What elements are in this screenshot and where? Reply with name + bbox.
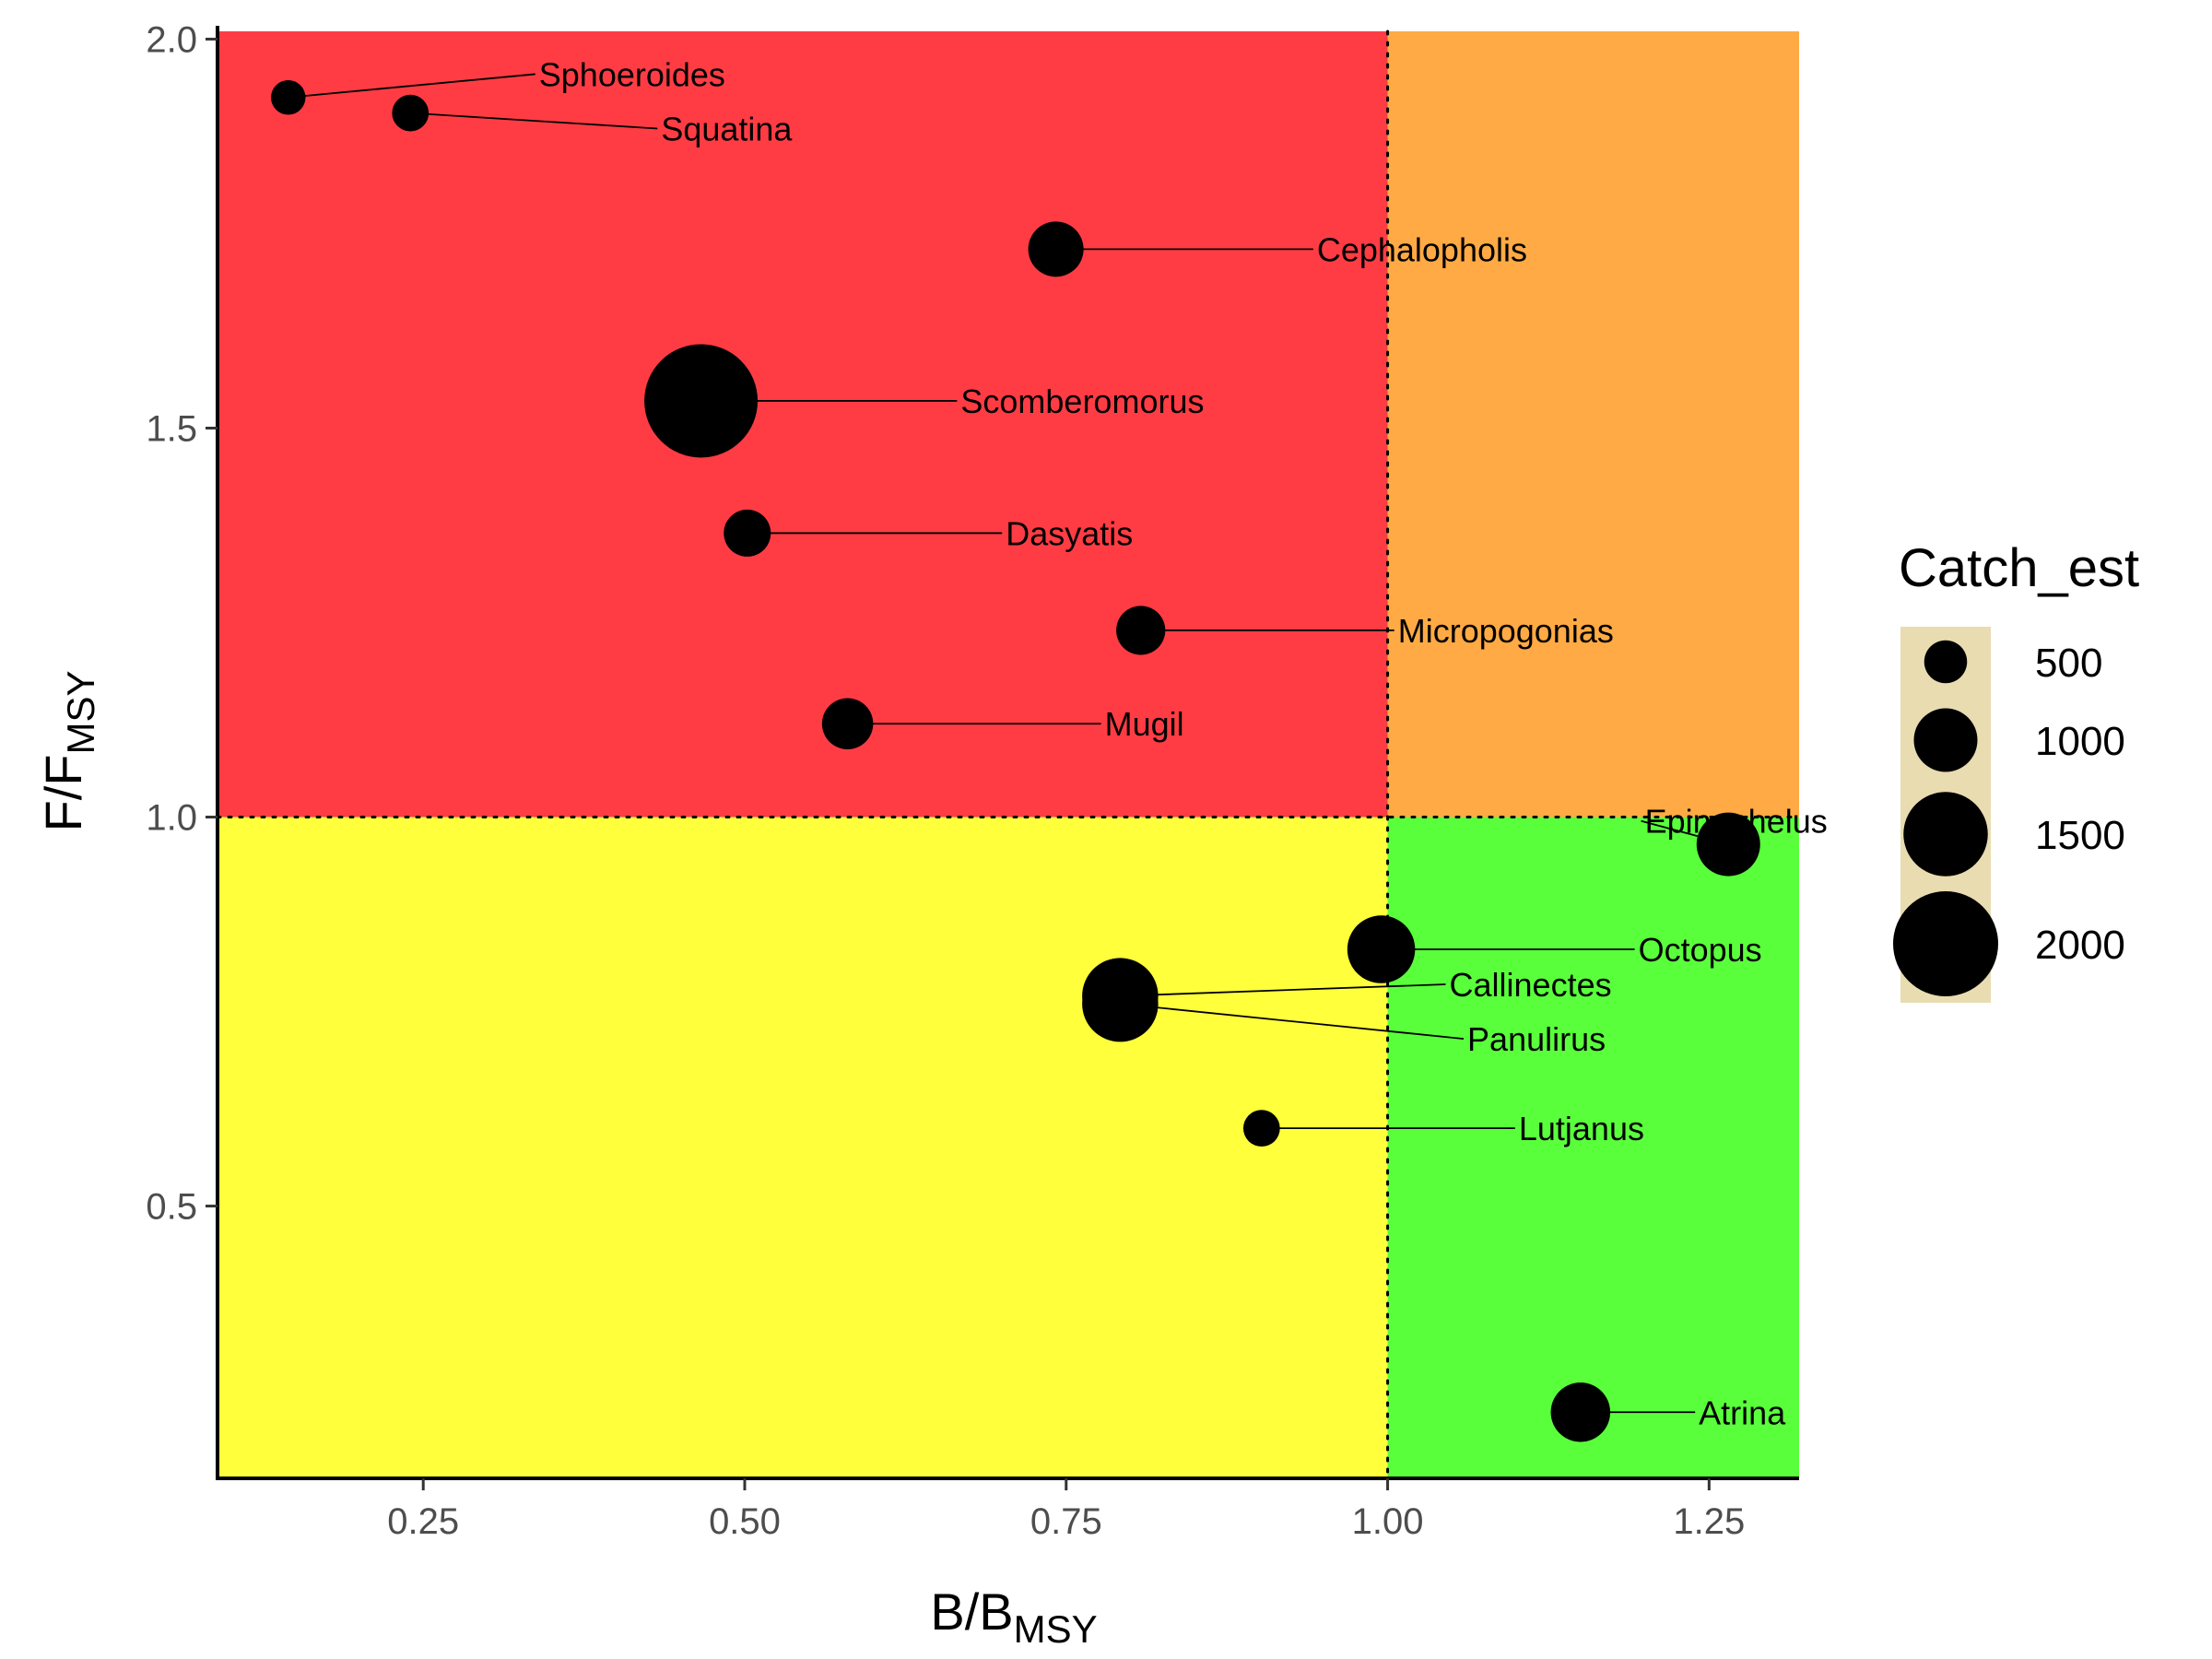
x-tick-label: 0.25 [387,1501,459,1542]
point-atrina [1550,1382,1611,1442]
x-axis-title-main: B [930,1583,964,1641]
label-squatina: Squatina [661,111,793,148]
point-mugil [821,698,874,749]
legend-key-500 [1924,640,1968,684]
point-scomberomorus [644,344,759,458]
x-axis-title-base: B [979,1583,1013,1641]
quadrant-overfished-overfishing [218,31,1388,818]
x-tick-label: 1.00 [1352,1501,1424,1542]
data-points [270,79,1760,1442]
plot-panel [218,31,1799,1478]
legend-key-2000 [1893,891,1998,996]
point-epinephelus [1696,812,1760,877]
legend: Catch_est 500 1000 1500 2000 [1893,538,2139,1003]
y-tick-label: 1.0 [146,798,197,839]
reference-lines [216,29,1801,1480]
x-axis-ticks: 0.25 0.50 0.75 1.00 1.25 [387,1478,1745,1542]
label-callinectes: Callinectes [1450,966,1612,1004]
legend-key-1000 [1913,708,1978,772]
label-atrina: Atrina [1699,1394,1786,1431]
legend-label-500: 500 [2035,641,2102,686]
y-axis-ticks: 0.5 1.0 1.5 2.0 [146,19,218,1228]
y-axis-title-main: F [34,800,92,831]
point-dasyatis [724,509,771,557]
label-lutjanus: Lutjanus [1519,1110,1644,1147]
legend-label-2000: 2000 [2035,923,2125,968]
connector-sphoeroides [288,73,535,99]
legend-keys: 500 1000 1500 2000 [1893,627,2125,1003]
y-tick-label: 1.5 [146,408,197,449]
legend-key-1500 [1903,792,1988,877]
y-axis-title-base: F [34,755,92,786]
label-micropogonias: Micropogonias [1398,612,1614,650]
point-micropogonias [1116,606,1166,655]
y-axis-title-separator: / [34,785,92,800]
y-axis-title: F/FMSY [34,670,102,831]
x-axis-title: B/BMSY [930,1583,1097,1651]
label-cephalopholis: Cephalopholis [1317,230,1527,268]
label-connectors [288,73,1729,1414]
label-sphoeroides: Sphoeroides [539,55,725,93]
x-axis-title-separator: / [965,1583,980,1641]
connector-squatina [410,112,658,130]
legend-label-1000: 1000 [2035,719,2125,764]
point-cephalopholis [1028,221,1084,277]
label-epinephelus: Epinephelus [1645,803,1828,841]
x-tick-label: 0.75 [1030,1501,1102,1542]
x-axis-title-subscript: MSY [1014,1607,1098,1651]
y-tick-label: 0.5 [146,1187,197,1228]
quadrant-overfished [218,817,1388,1478]
point-squatina [392,94,429,132]
point-panulirus [1082,965,1159,1042]
x-tick-label: 1.25 [1673,1501,1745,1542]
connector-panulirus [1120,1003,1465,1040]
quadrant-healthy [1387,817,1799,1478]
label-octopus: Octopus [1639,931,1762,969]
label-scomberomorus: Scomberomorus [960,382,1204,420]
point-labels: Sphoeroides Squatina Cephalopholis Scombero… [539,55,1828,1431]
legend-label-1500: 1500 [2035,813,2125,858]
axes [216,26,1799,1480]
point-lutjanus [1242,1110,1280,1147]
x-tick-label: 0.50 [709,1501,781,1542]
point-octopus [1347,915,1416,983]
quadrant-overfishing [1387,31,1799,818]
legend-title: Catch_est [1899,538,2139,598]
label-mugil: Mugil [1105,705,1184,743]
label-dasyatis: Dasyatis [1006,514,1133,552]
point-sphoeroides [270,79,306,115]
y-tick-label: 2.0 [146,19,197,60]
connector-callinectes [1120,983,1446,997]
label-panulirus: Panulirus [1467,1020,1606,1058]
y-axis-title-subscript: MSY [59,670,102,754]
